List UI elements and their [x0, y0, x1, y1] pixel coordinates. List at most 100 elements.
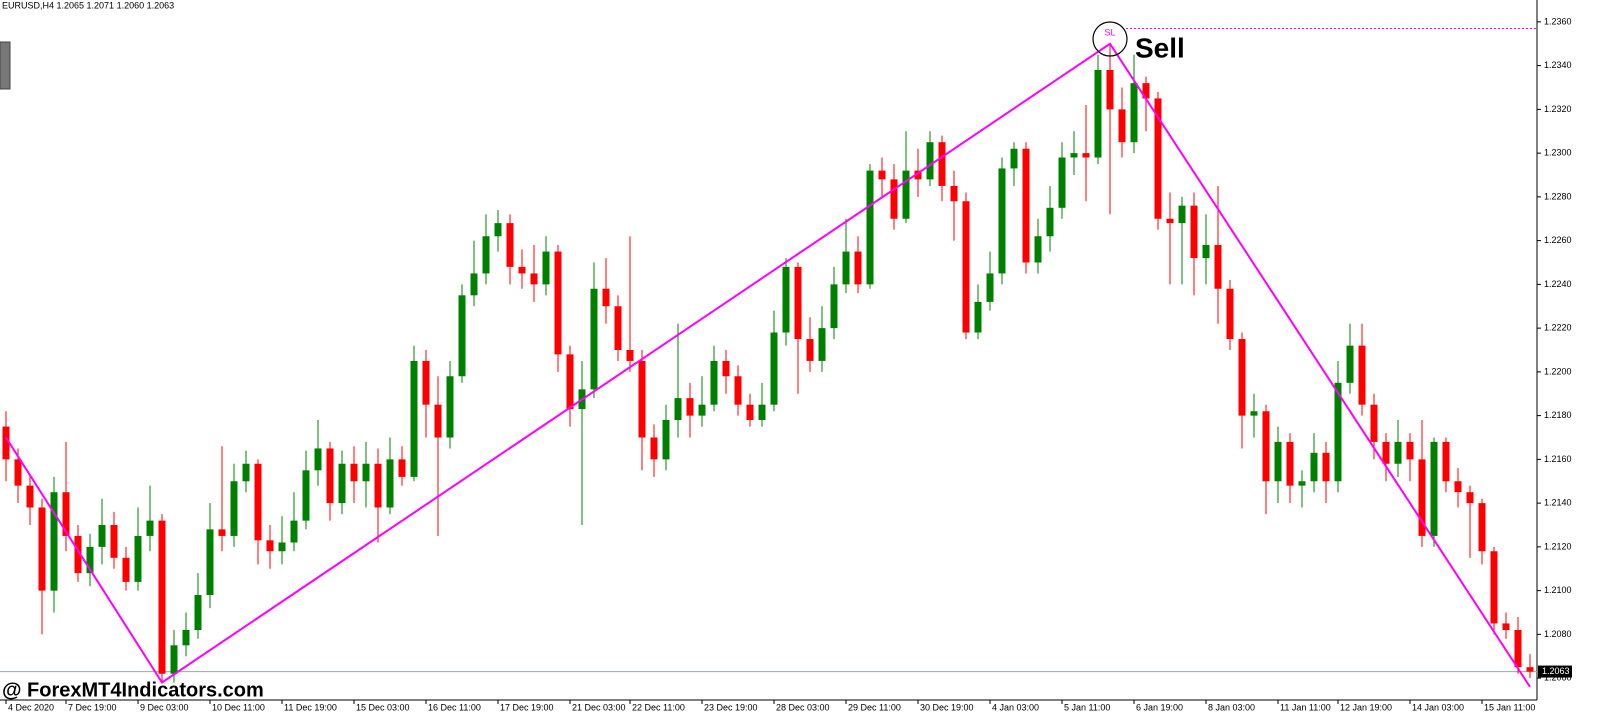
- candle-body: [62, 492, 70, 536]
- candle-body: [830, 284, 838, 329]
- candle-body: [1154, 98, 1162, 219]
- candle-body: [1454, 481, 1462, 493]
- candle-body: [26, 485, 34, 508]
- candle-body: [1250, 411, 1258, 416]
- candle-body: [1286, 441, 1294, 486]
- candle-body: [38, 507, 46, 591]
- candle-body: [542, 251, 550, 285]
- candle-body: [614, 306, 622, 350]
- x-tick-label: 16 Dec 11:00: [428, 702, 481, 712]
- y-tick-label: 1.2260: [1544, 235, 1572, 245]
- candle-body: [1034, 236, 1042, 263]
- candle-body: [986, 273, 994, 302]
- candle-body: [746, 404, 754, 420]
- candle-body: [1010, 148, 1018, 169]
- candle-body: [1238, 339, 1246, 416]
- candle-body: [1514, 630, 1522, 668]
- candle-body: [722, 360, 730, 377]
- candle-body: [602, 288, 610, 307]
- y-tick-label: 1.2220: [1544, 323, 1572, 333]
- x-tick-label: 15 Dec 03:00: [356, 702, 410, 712]
- candle-body: [398, 459, 406, 477]
- candle-body: [242, 463, 250, 482]
- y-tick-label: 1.2100: [1544, 585, 1572, 595]
- y-tick-label: 1.2240: [1544, 279, 1572, 289]
- candle-body: [1202, 245, 1210, 259]
- candle-body: [86, 546, 94, 574]
- x-tick-label: 28 Dec 03:00: [776, 702, 830, 712]
- candle-body: [974, 301, 982, 333]
- candle-body: [890, 179, 898, 219]
- candle-body: [686, 398, 694, 416]
- last-price-label: 1.2063: [1542, 666, 1570, 676]
- x-tick-label: 6 Jan 19:00: [1136, 702, 1183, 712]
- candle-body: [158, 520, 166, 674]
- candle-body: [866, 170, 874, 285]
- x-tick-label: 12 Jan 19:00: [1340, 702, 1392, 712]
- candle-body: [1274, 441, 1282, 482]
- candle-body: [1070, 153, 1078, 158]
- candle-body: [914, 170, 922, 180]
- candle-body: [518, 266, 526, 274]
- candle-body: [1334, 382, 1342, 482]
- candle-body: [206, 529, 214, 595]
- sl-label: SL: [1104, 27, 1115, 37]
- y-tick-label: 1.2080: [1544, 629, 1572, 639]
- candle-body: [734, 376, 742, 405]
- candle-body: [1226, 288, 1234, 340]
- candle-body: [134, 535, 142, 582]
- candle-body: [1490, 551, 1498, 624]
- x-tick-label: 14 Jan 03:00: [1412, 702, 1464, 712]
- candle-body: [554, 251, 562, 355]
- last-price-box: [1538, 665, 1572, 678]
- y-tick-label: 1.2120: [1544, 541, 1572, 551]
- candle-body: [1358, 345, 1366, 405]
- watermark: @ ForexMT4Indicators.com: [2, 679, 264, 701]
- candle-body: [782, 266, 790, 333]
- candle-body: [842, 251, 850, 285]
- candle-body: [1298, 481, 1306, 486]
- candle-body: [1262, 411, 1270, 482]
- candle-body: [350, 463, 358, 482]
- candle-body: [110, 525, 118, 558]
- x-tick-label: 9 Dec 03:00: [140, 702, 189, 712]
- candle-body: [902, 170, 910, 219]
- candle-body: [482, 236, 490, 274]
- candle-body: [422, 360, 430, 405]
- candle-body: [1058, 157, 1066, 208]
- candle-body: [566, 354, 574, 410]
- candle-body: [1430, 441, 1438, 536]
- sl-circle: [1092, 21, 1128, 57]
- candle-body: [1178, 205, 1186, 224]
- x-tick-label: 17 Dec 19:00: [500, 702, 554, 712]
- side-handle: [0, 41, 11, 90]
- x-tick-label: 4 Jan 03:00: [992, 702, 1039, 712]
- y-tick-label: 1.2140: [1544, 498, 1572, 508]
- x-tick-label: 23 Dec 19:00: [704, 702, 758, 712]
- x-tick-label: 15 Jan 11:00: [1484, 702, 1535, 712]
- x-tick-label: 22 Dec 11:00: [632, 702, 685, 712]
- candle-body: [638, 360, 646, 438]
- x-tick-label: 8 Jan 03:00: [1208, 702, 1255, 712]
- candle-body: [1406, 441, 1414, 460]
- candle-body: [470, 273, 478, 296]
- y-tick-label: 1.2340: [1544, 60, 1572, 70]
- candle-body: [662, 420, 670, 460]
- candle-body: [758, 404, 766, 420]
- candle-body: [938, 142, 946, 186]
- x-tick-label: 11 Dec 19:00: [284, 702, 337, 712]
- candle-body: [1022, 148, 1030, 263]
- candle-body: [1130, 83, 1138, 143]
- candle-body: [1394, 441, 1402, 464]
- signal-label: Sell: [1135, 32, 1185, 63]
- candle-body: [458, 295, 466, 377]
- candle-body: [506, 223, 514, 267]
- candle-body: [962, 201, 970, 333]
- candle-body: [710, 360, 718, 405]
- candle-body: [446, 376, 454, 438]
- candle-body: [146, 520, 154, 536]
- candle-body: [1322, 452, 1330, 482]
- y-tick-label: 1.2200: [1544, 366, 1572, 376]
